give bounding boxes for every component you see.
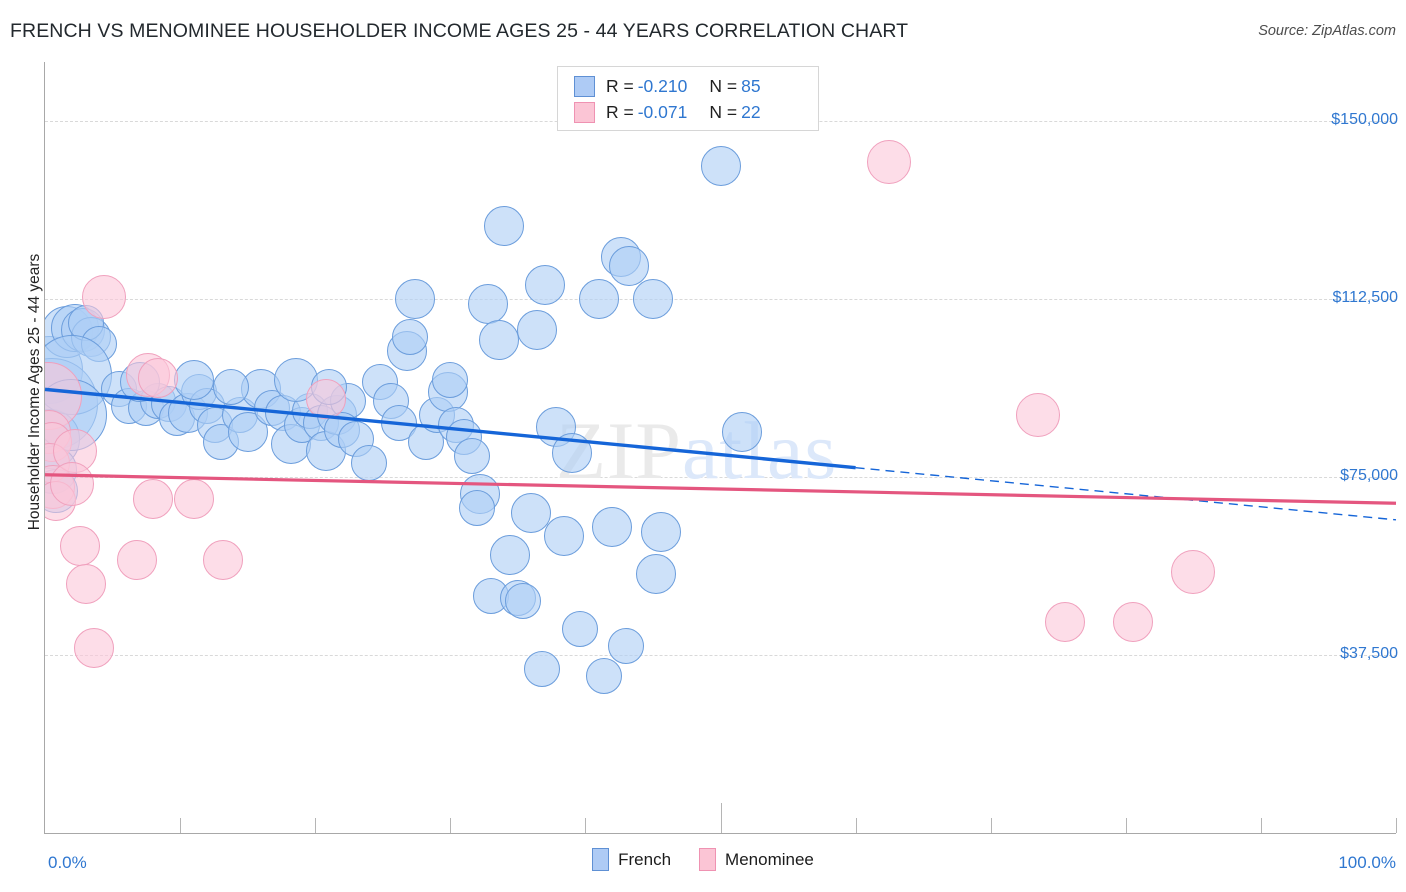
y-axis-tick-label: $37,500 (1340, 645, 1398, 663)
french-swatch-icon (574, 75, 595, 97)
legend-item-menominee[interactable]: Menominee (699, 848, 814, 871)
menominee-legend-label: Menominee (725, 849, 814, 869)
x-axis-tick (1260, 818, 1262, 833)
scatter-point-french[interactable] (173, 359, 214, 400)
scatter-point-menominee[interactable] (1015, 393, 1060, 438)
scatter-point-menominee[interactable] (1045, 601, 1085, 642)
scatter-point-menominee[interactable] (203, 540, 244, 581)
french-n-value: 85 (741, 75, 761, 96)
french-r-label: R = (606, 75, 634, 96)
scatter-point-menominee[interactable] (65, 563, 106, 604)
scatter-point-menominee[interactable] (306, 378, 346, 419)
scatter-point-menominee[interactable] (1171, 550, 1216, 595)
scatter-point-french[interactable] (607, 627, 644, 664)
menominee-r-value: -0.071 (637, 101, 688, 122)
scatter-point-menominee[interactable] (60, 525, 101, 566)
menominee-legend-swatch-icon (699, 848, 717, 871)
x-axis-min-label: 0.0% (48, 853, 87, 872)
scatter-point-menominee[interactable] (82, 274, 127, 319)
x-axis-tick (990, 818, 992, 833)
scatter-point-menominee[interactable] (173, 478, 214, 519)
scatter-point-french[interactable] (505, 582, 542, 619)
scatter-point-french[interactable] (586, 658, 623, 695)
scatter-point-french[interactable] (543, 516, 584, 557)
scatter-point-french[interactable] (561, 610, 598, 647)
x-axis-max-label: 100.0% (1338, 853, 1396, 872)
menominee-r-label: R = (606, 101, 634, 122)
stats-row-french: R = -0.210 N = 85 (574, 73, 818, 99)
x-axis-tick (315, 818, 317, 833)
scatter-point-french[interactable] (524, 651, 561, 688)
french-r-value: -0.210 (637, 75, 688, 96)
scatter-point-french[interactable] (432, 361, 469, 398)
scatter-point-french[interactable] (459, 489, 496, 526)
x-axis-tick (180, 818, 182, 833)
series-legend: French Menominee (0, 848, 1406, 871)
x-axis-tick (1125, 818, 1127, 833)
scatter-point-french[interactable] (524, 264, 565, 305)
scatter-point-french[interactable] (635, 554, 676, 595)
legend-item-french[interactable]: French (592, 848, 671, 871)
menominee-swatch-icon (574, 101, 595, 123)
page-title: FRENCH VS MENOMINEE HOUSEHOLDER INCOME A… (10, 20, 909, 42)
scatter-point-french[interactable] (700, 146, 741, 187)
scatter-point-french[interactable] (578, 279, 619, 320)
scatter-point-french[interactable] (395, 279, 436, 320)
scatter-point-menominee[interactable] (138, 357, 179, 398)
y-axis-tick-label: $150,000 (1331, 111, 1398, 129)
scatter-point-french[interactable] (608, 246, 649, 287)
scatter-point-french[interactable] (551, 433, 592, 474)
x-axis-tick (450, 818, 452, 833)
source-attribution: Source: ZipAtlas.com (1258, 23, 1396, 39)
correlation-stats-legend: R = -0.210 N = 85 R = -0.071 N = 22 (557, 66, 819, 131)
menominee-n-label: N = (709, 101, 738, 122)
french-n-label: N = (709, 75, 738, 96)
scatter-point-menominee[interactable] (73, 627, 114, 668)
scatter-point-french[interactable] (516, 310, 557, 351)
scatter-point-menominee[interactable] (116, 540, 157, 581)
menominee-n-value: 22 (741, 101, 761, 122)
scatter-point-french[interactable] (641, 511, 682, 552)
y-axis-tick-label: $112,500 (1332, 289, 1398, 307)
gridline (45, 299, 1397, 301)
x-axis-tick (1396, 818, 1397, 833)
scatter-point-french[interactable] (468, 283, 509, 324)
scatter-point-french[interactable] (632, 279, 673, 320)
stats-row-menominee: R = -0.071 N = 22 (574, 99, 818, 125)
scatter-points (45, 62, 1396, 833)
x-axis-tick (585, 818, 587, 833)
scatter-point-menominee[interactable] (867, 139, 912, 184)
scatter-point-french[interactable] (453, 437, 490, 474)
x-axis-tick (855, 818, 857, 833)
french-legend-label: French (618, 849, 672, 869)
scatter-point-french[interactable] (484, 205, 525, 246)
gridline (45, 655, 1397, 657)
scatter-point-french[interactable] (478, 319, 519, 360)
french-legend-swatch-icon (592, 848, 610, 871)
scatter-point-menominee[interactable] (133, 478, 174, 519)
scatter-point-french[interactable] (391, 319, 428, 356)
x-axis-line (44, 833, 1396, 834)
scatter-point-french[interactable] (351, 444, 388, 481)
x-axis-tick (720, 803, 722, 833)
scatter-point-french[interactable] (489, 535, 530, 576)
scatter-point-french[interactable] (592, 506, 633, 547)
scatter-point-french[interactable] (722, 412, 763, 453)
scatter-point-menominee[interactable] (50, 462, 95, 507)
scatter-point-menominee[interactable] (1112, 601, 1153, 642)
